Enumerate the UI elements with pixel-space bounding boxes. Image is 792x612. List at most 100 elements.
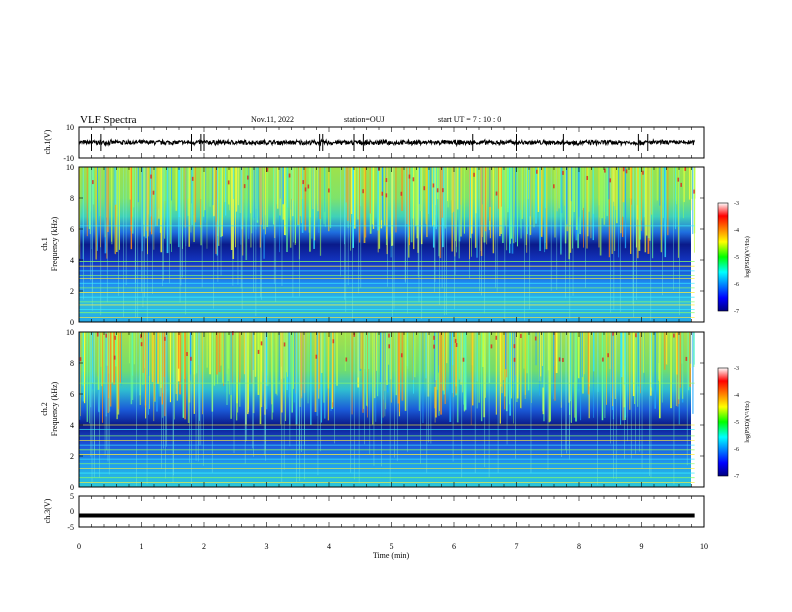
intense-burst — [114, 335, 116, 340]
intense-burst — [684, 166, 687, 171]
intense-burst — [232, 331, 234, 336]
intense-burst — [536, 169, 538, 174]
y-tick-label: 10 — [66, 163, 74, 172]
spectrogram-ch2-xticks — [78, 332, 705, 487]
spec2-ylabel-frequency: Frequency (kHz) — [50, 381, 59, 436]
spectrogram-ch2-bursts — [78, 331, 696, 487]
spec1-ylabel-frequency: Frequency (kHz) — [50, 216, 59, 271]
intense-burst — [388, 344, 391, 349]
intense-burst — [680, 182, 682, 187]
start-time-label: start UT = 7 : 10 : 0 — [438, 115, 501, 124]
intense-burst — [635, 333, 637, 338]
intense-burst — [612, 331, 614, 336]
cb1-tick-m6: -6 — [734, 282, 739, 288]
x-axis-label: Time (min) — [373, 551, 410, 560]
intense-burst — [79, 357, 82, 362]
intense-burst — [388, 333, 390, 338]
intense-burst — [423, 186, 426, 191]
waveform-ch1-spikes — [91, 133, 649, 152]
x-tick-label: 3 — [265, 542, 269, 551]
ch1-ytick-top: 10 — [66, 123, 74, 132]
y-tick-label: 8 — [70, 359, 74, 368]
y-tick-label: 6 — [70, 390, 74, 399]
x-tick-label: 0 — [77, 542, 81, 551]
x-tick-label: 4 — [327, 542, 331, 551]
intense-burst — [490, 344, 493, 349]
intense-burst — [408, 174, 411, 179]
x-axis-tick-labels: 0 1 2 3 4 5 6 7 8 9 10 — [77, 542, 708, 551]
intense-burst — [381, 191, 384, 196]
intense-burst — [604, 168, 606, 173]
intense-burst — [288, 173, 291, 178]
waveform-ch1-panel: 10 -10 ch.1(V) — [43, 123, 705, 163]
intense-burst — [473, 172, 475, 177]
colorbar-ch2-scale — [717, 367, 729, 477]
waveform-ch1-xticks — [78, 127, 705, 158]
colorbar-ch1-scale — [717, 202, 729, 312]
intense-burst — [140, 334, 142, 339]
intense-burst — [345, 357, 348, 362]
cb2-tick-m4: -4 — [734, 393, 739, 399]
x-tick-label: 9 — [640, 542, 644, 551]
intense-burst — [607, 353, 609, 358]
ch3-ytick-bottom: -5 — [67, 523, 74, 532]
y-tick-label: 6 — [70, 225, 74, 234]
intense-burst — [602, 357, 604, 362]
intense-burst — [412, 177, 415, 182]
intense-burst — [191, 176, 194, 181]
intense-burst — [462, 357, 465, 362]
spec1-ylabel-channel: ch.1 — [40, 237, 49, 251]
intense-burst — [642, 170, 644, 175]
intense-burst — [400, 353, 403, 358]
spec2-ylabel-channel: ch.2 — [40, 402, 49, 416]
ch1-ytick-bottom: -10 — [63, 154, 74, 163]
intense-burst — [140, 342, 143, 347]
spectrogram-ch1-yticks: 0 2 4 6 8 10 — [66, 163, 704, 327]
cb2-tick-m7: -7 — [734, 474, 739, 480]
intense-burst — [673, 333, 675, 338]
figure-title: VLF Spectra — [80, 114, 137, 126]
ch1-ylabel: ch.1(V) — [43, 129, 52, 154]
intense-burst — [622, 167, 625, 172]
intense-burst — [385, 178, 388, 183]
intense-burst — [400, 191, 403, 196]
intense-burst — [260, 341, 263, 346]
intense-burst — [96, 332, 99, 337]
x-tick-label: 6 — [452, 542, 456, 551]
intense-burst — [164, 336, 166, 341]
intense-burst — [243, 184, 246, 189]
cb1-tick-m7: -7 — [734, 309, 739, 315]
waveform-ch3-panel: 5 0 -5 ch.3(V) — [43, 492, 705, 532]
y-tick-label: 0 — [70, 318, 74, 327]
y-tick-label: 4 — [70, 421, 74, 430]
y-tick-label: 2 — [70, 287, 74, 296]
y-tick-label: 2 — [70, 452, 74, 461]
intense-burst — [315, 354, 318, 359]
y-tick-label: 10 — [66, 328, 74, 337]
intense-burst — [266, 167, 269, 172]
cb1-tick-m4: -4 — [734, 228, 739, 234]
intense-burst — [186, 352, 188, 357]
cb2-tick-m3: -3 — [734, 366, 739, 372]
intense-burst — [190, 356, 192, 361]
cb2-tick-m6: -6 — [734, 447, 739, 453]
intense-burst — [513, 357, 516, 362]
intense-burst — [562, 170, 564, 175]
y-tick-label: 8 — [70, 194, 74, 203]
intense-burst — [332, 339, 335, 344]
colorbar-ch1: -3 -4 -5 -6 -7 log(PSD)(V²/Hz) — [717, 201, 751, 315]
intense-burst — [302, 180, 305, 185]
intense-burst — [693, 189, 695, 194]
cb1-label: log(PSD)(V²/Hz) — [744, 236, 751, 277]
intense-burst — [328, 188, 330, 193]
x-tick-label: 5 — [390, 542, 394, 551]
intense-burst — [307, 184, 310, 189]
intense-burst — [436, 188, 439, 193]
intense-burst — [257, 349, 260, 354]
y-tick-label: 4 — [70, 256, 74, 265]
intense-burst — [283, 342, 286, 347]
intense-burst — [685, 356, 688, 361]
intense-burst — [150, 174, 152, 179]
intense-burst — [586, 175, 589, 180]
